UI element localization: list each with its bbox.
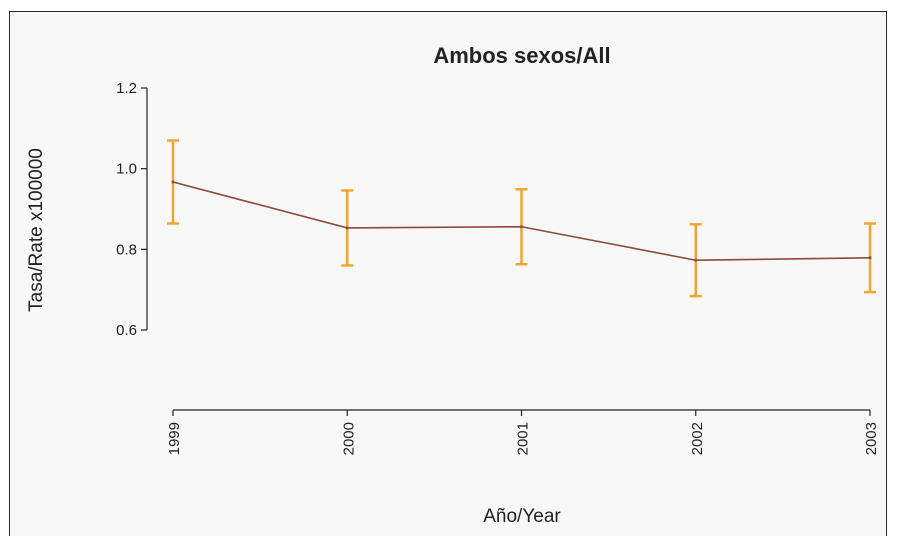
data-point [520, 225, 523, 229]
data-point [345, 226, 349, 230]
data-point [694, 258, 698, 262]
x-tick-label: 2002 [689, 422, 706, 455]
y-axis: 0.6 0.8 1.0 1.2 [116, 80, 148, 339]
y-tick-label: 1.2 [116, 80, 137, 97]
x-axis: 1999 2000 2001 2002 2003 [166, 409, 880, 455]
data-point [171, 180, 175, 184]
series [171, 180, 872, 262]
y-tick-label: 0.8 [116, 241, 137, 258]
chart-title: Ambos sexos/All [433, 43, 610, 68]
data-point [868, 256, 872, 260]
y-tick-label: 0.6 [116, 322, 137, 339]
x-tick-label: 2000 [340, 422, 357, 455]
y-tick-label: 1.0 [116, 161, 137, 178]
x-tick-label: 2001 [515, 422, 532, 455]
x-tick-label: 2003 [863, 422, 880, 455]
y-axis-title: Tasa/Rate x100000 [26, 148, 47, 312]
x-axis-title: Año/Year [483, 506, 561, 527]
chart-frame [9, 11, 887, 536]
x-tick-label: 1999 [166, 422, 183, 455]
error-bars [167, 139, 876, 298]
